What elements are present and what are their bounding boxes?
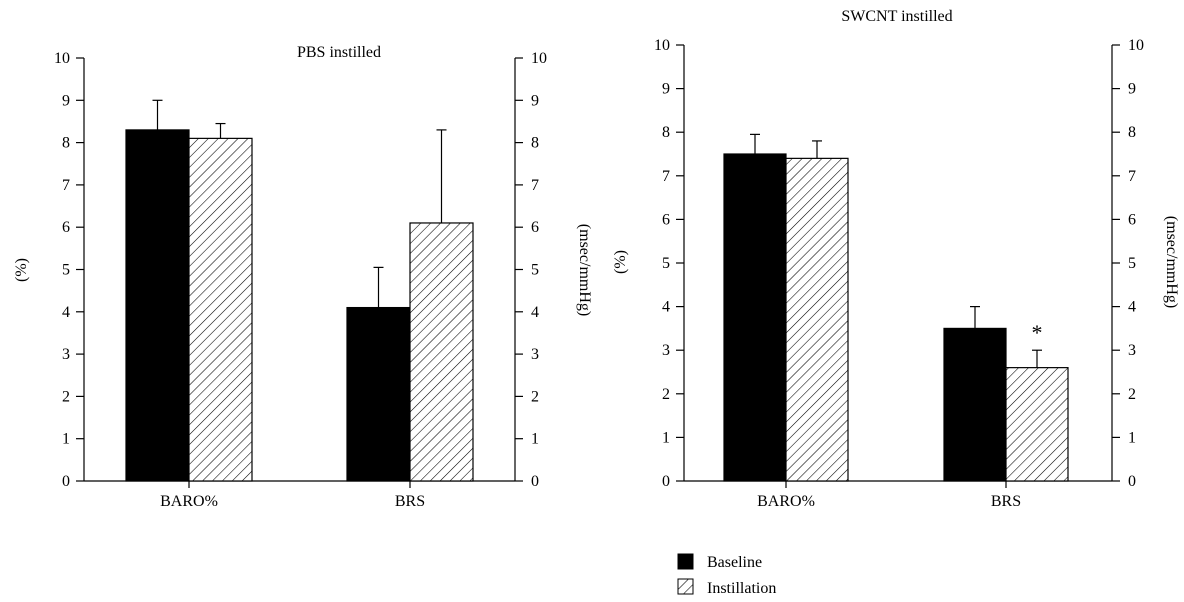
y-tick-label-left: 4 [662,299,670,316]
bar-baseline [943,327,1007,482]
x-tick-label: BARO% [757,493,815,510]
bar-baseline [125,129,190,482]
y-axis-right-label: (msec/mmHg) [1163,216,1180,308]
y-tick-label-left: 9 [62,92,70,109]
y-axis-right-label: (msec/mmHg) [576,224,593,316]
y-tick-label-left: 0 [662,473,670,490]
bar-baseline [346,306,411,482]
y-tick-label-left: 8 [62,135,70,152]
y-tick-label-left: 0 [62,473,70,490]
y-tick-label-right: 6 [1128,211,1136,228]
chart-swcnt: SWCNT instilled (%) (msec/mmHg) 0 0 1 1 2 2 3 3… [612,8,1180,510]
y-tick-label-left: 10 [54,50,70,67]
y-tick-label-left: 4 [62,304,70,321]
y-tick-label-left: 5 [62,262,70,279]
legend-label-baseline: Baseline [707,554,762,571]
y-tick-label-left: 6 [662,211,670,228]
y-tick-label-right: 9 [1128,81,1136,98]
y-tick-label-right: 3 [1128,342,1136,359]
y-tick-label-right: 7 [1128,168,1136,185]
x-tick-label: BRS [991,493,1021,510]
bar-instillation [785,157,849,482]
y-tick-label-right: 10 [531,50,547,67]
y-tick-label-right: 3 [531,346,539,363]
legend-label-instillation: Instillation [707,580,776,597]
y-tick-label-right: 9 [531,92,539,109]
legend-swatch-instillation [677,578,694,595]
legend: Baseline Instillation [677,553,776,597]
significance-marker: * [1032,320,1043,345]
y-axis-left-label: (%) [612,250,629,274]
y-tick-label-left: 3 [62,346,70,363]
y-tick-label-left: 9 [662,81,670,98]
chart-title: SWCNT instilled [841,8,952,25]
y-tick-label-left: 10 [654,37,670,54]
y-tick-label-left: 2 [662,386,670,403]
y-tick-label-left: 2 [62,388,70,405]
x-tick-label: BRS [395,493,425,510]
y-tick-label-left: 8 [662,124,670,141]
plot-area: 0 0 1 1 2 2 3 3 4 4 5 5 6 6 7 7 8 8 9 9 10 10 BARO% BRS [54,50,547,510]
y-axis-left-label: (%) [13,258,30,282]
y-tick-label-right: 8 [1128,124,1136,141]
y-tick-label-right: 5 [531,262,539,279]
y-tick-label-right: 0 [531,473,539,490]
y-tick-label-right: 1 [531,431,539,448]
y-tick-label-right: 7 [531,177,539,194]
y-tick-label-right: 2 [531,388,539,405]
bar-instillation [409,222,474,482]
y-tick-label-left: 3 [662,342,670,359]
legend-swatch-baseline [677,553,694,570]
y-tick-label-left: 1 [62,431,70,448]
chart-title: PBS instilled [297,44,381,61]
plot-area: 0 0 1 1 2 2 3 3 4 4 5 5 6 6 7 7 8 8 9 9 10 10 BARO% BRS * [654,37,1144,510]
y-tick-label-right: 1 [1128,429,1136,446]
y-tick-label-right: 10 [1128,37,1144,54]
y-tick-label-left: 6 [62,219,70,236]
y-tick-label-left: 1 [662,429,670,446]
y-tick-label-right: 4 [531,304,539,321]
y-tick-label-left: 7 [662,168,670,185]
y-tick-label-right: 8 [531,135,539,152]
bar-baseline [723,153,787,482]
y-tick-label-left: 7 [62,177,70,194]
y-tick-label-right: 5 [1128,255,1136,272]
y-tick-label-right: 0 [1128,473,1136,490]
x-tick-label: BARO% [160,493,218,510]
y-tick-label-right: 6 [531,219,539,236]
chart-pbs: PBS instilled (%) (msec/mmHg) 0 0 1 1 2 2 3 3 4 4… [13,44,593,510]
y-tick-label-right: 2 [1128,386,1136,403]
bar-instillation [188,137,253,482]
bar-instillation [1005,367,1069,482]
y-tick-label-left: 5 [662,255,670,272]
y-tick-label-right: 4 [1128,299,1136,316]
